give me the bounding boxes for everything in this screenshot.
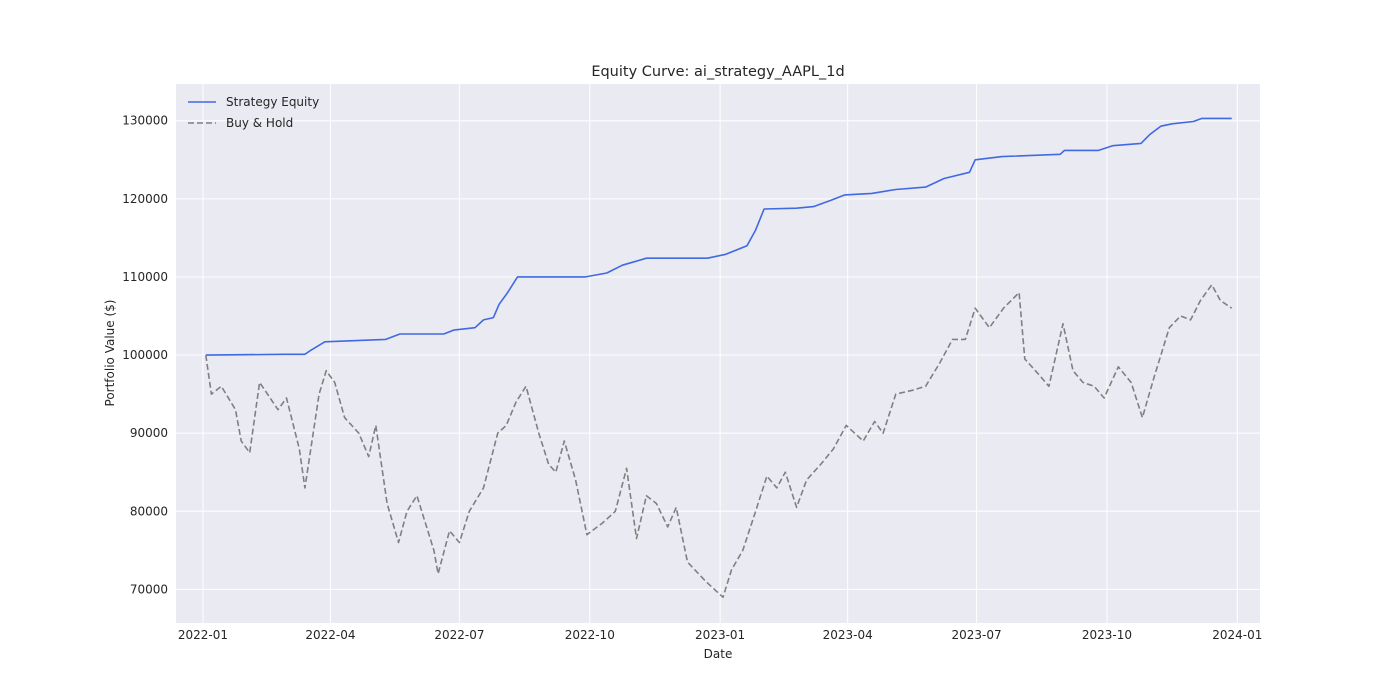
series-line-strategy-equity <box>205 117 1232 356</box>
series-lines <box>205 117 1233 599</box>
legend-label-buy-and-hold: Buy & Hold <box>226 116 293 130</box>
plot-area <box>176 84 1260 623</box>
y-tick-label: 100000 <box>122 348 168 362</box>
x-tick-label: 2022-10 <box>565 628 615 642</box>
x-tick-label: 2024-01 <box>1212 628 1262 642</box>
x-tick-label: 2022-01 <box>178 628 228 642</box>
y-tick-label: 120000 <box>122 192 168 206</box>
x-tick-label: 2022-04 <box>305 628 355 642</box>
x-tick-label: 2023-10 <box>1082 628 1132 642</box>
grid-lines <box>176 84 1260 623</box>
y-tick-label: 110000 <box>122 270 168 284</box>
y-tick-label: 90000 <box>130 426 168 440</box>
series-line-buy-hold <box>205 283 1233 599</box>
x-tick-label: 2023-04 <box>823 628 873 642</box>
x-tick-label: 2023-07 <box>952 628 1002 642</box>
y-tick-label: 130000 <box>122 114 168 128</box>
y-tick-label: 80000 <box>130 504 168 518</box>
y-tick-labels: 70000 80000 90000 100000 110000 120000 130000 <box>122 114 168 597</box>
legend: Strategy Equity Buy & Hold <box>188 95 319 130</box>
x-tick-label: 2023-01 <box>695 628 745 642</box>
x-axis-label: Date <box>704 647 733 661</box>
y-tick-label: 70000 <box>130 582 168 596</box>
y-axis-label: Portfolio Value ($) <box>103 300 117 407</box>
chart-title: Equity Curve: ai_strategy_AAPL_1d <box>591 64 844 80</box>
x-tick-labels: 2022-01 2022-04 2022-07 2022-10 2023-01 2023-… <box>178 628 1263 642</box>
legend-label-strategy-equity: Strategy Equity <box>226 95 319 109</box>
x-tick-label: 2022-07 <box>434 628 484 642</box>
